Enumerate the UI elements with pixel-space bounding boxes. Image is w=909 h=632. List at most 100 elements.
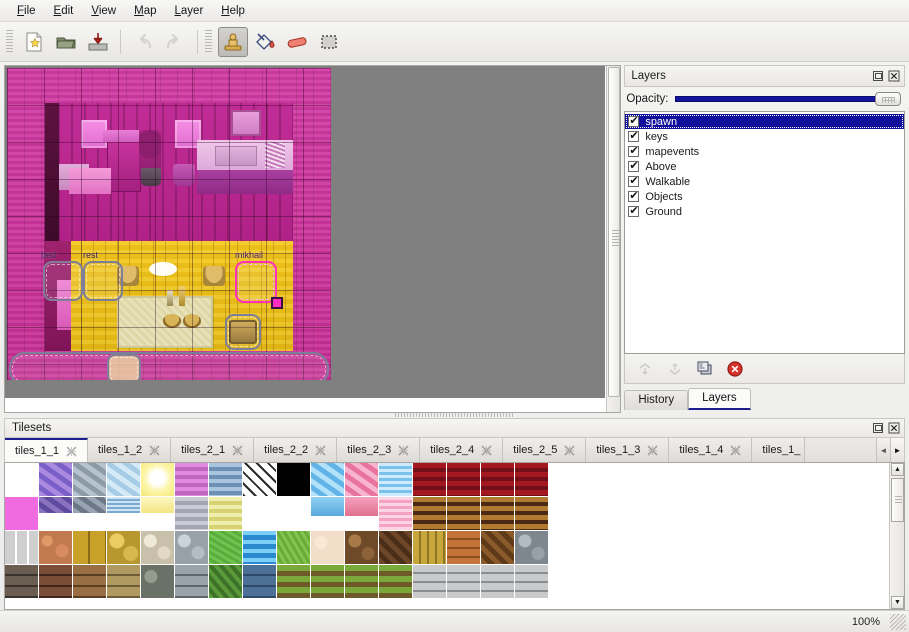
map-object-entrance[interactable]	[107, 354, 141, 380]
layer-opacity-slider[interactable]	[674, 92, 901, 106]
tile[interactable]	[379, 531, 413, 565]
tab-layers[interactable]: Layers	[688, 388, 751, 410]
tile[interactable]	[175, 497, 209, 531]
map-object-bed[interactable]	[43, 261, 83, 301]
close-tab-icon[interactable]	[149, 444, 160, 456]
tileset-tab-tiles_1_2[interactable]: tiles_1_2	[88, 438, 172, 462]
tile[interactable]	[515, 497, 549, 531]
tile[interactable]	[141, 463, 175, 497]
tile[interactable]	[39, 565, 73, 599]
layer-row-mapevents[interactable]: mapevents	[625, 144, 904, 159]
tile[interactable]	[515, 531, 549, 565]
map-object-start[interactable]	[225, 314, 261, 350]
layers-float-button[interactable]	[871, 70, 884, 83]
tile[interactable]	[243, 531, 277, 565]
close-tab-icon[interactable]	[315, 444, 326, 456]
tile[interactable]	[481, 463, 515, 497]
map-object-mikhail[interactable]	[235, 261, 277, 303]
tile[interactable]	[277, 497, 311, 531]
lower-layer-button[interactable]	[665, 359, 685, 379]
close-tab-icon[interactable]	[398, 444, 409, 456]
tile[interactable]	[39, 531, 73, 565]
layer-visibility-checkbox[interactable]	[628, 189, 640, 202]
close-tab-icon[interactable]	[730, 444, 741, 456]
tile[interactable]	[243, 463, 277, 497]
stamp-brush-button[interactable]	[218, 26, 248, 57]
tile[interactable]	[345, 565, 379, 599]
tile[interactable]	[515, 463, 549, 497]
raise-layer-button[interactable]	[635, 359, 655, 379]
layer-visibility-checkbox[interactable]	[628, 114, 640, 127]
tileset-scroll-down-button[interactable]: ▼	[891, 596, 904, 609]
tileset-tab-tiles_1_4[interactable]: tiles_1_4	[669, 438, 753, 462]
tile[interactable]	[413, 565, 447, 599]
tile[interactable]	[39, 497, 73, 514]
tile[interactable]	[73, 531, 107, 565]
tab-history[interactable]: History	[624, 390, 689, 410]
tileset-vertical-scrollbar[interactable]: ▲ ▼	[889, 463, 904, 609]
layer-visibility-checkbox[interactable]	[628, 174, 640, 187]
tileset-tab-tiles_1_1[interactable]: tiles_1_1	[5, 438, 89, 462]
tile[interactable]	[379, 497, 413, 531]
menu-edit[interactable]: Edit	[53, 4, 74, 17]
layer-list[interactable]: spawn keys mapevents Above Walkable	[624, 111, 905, 354]
tile[interactable]	[73, 463, 107, 497]
tile[interactable]	[481, 497, 515, 531]
tile[interactable]	[107, 463, 141, 497]
tileset-tab-tiles_2_2[interactable]: tiles_2_2	[254, 438, 338, 462]
tile[interactable]	[5, 531, 39, 565]
tile[interactable]	[73, 497, 107, 514]
tile[interactable]	[243, 565, 277, 599]
tile[interactable]	[277, 463, 311, 497]
delete-layer-button[interactable]	[725, 359, 745, 379]
tile[interactable]	[481, 531, 515, 565]
tile[interactable]	[5, 497, 39, 531]
save-map-button[interactable]	[83, 27, 113, 57]
tile[interactable]	[141, 531, 175, 565]
close-tab-icon[interactable]	[647, 444, 658, 456]
tile[interactable]	[345, 531, 379, 565]
tile[interactable]	[311, 497, 345, 517]
map-view[interactable]: bed rest mikhail andor:] entr... start	[4, 65, 622, 413]
tile[interactable]	[209, 497, 243, 531]
tileset-tabs-scroll-next[interactable]: ►	[890, 438, 904, 462]
menu-map[interactable]: Map	[134, 4, 157, 17]
tile[interactable]	[379, 463, 413, 497]
menu-layer[interactable]: Layer	[174, 4, 204, 17]
map-object-rest[interactable]	[83, 261, 123, 301]
bucket-fill-button[interactable]	[250, 27, 280, 57]
tile[interactable]	[311, 463, 345, 497]
new-map-button[interactable]	[19, 27, 49, 57]
tile[interactable]	[311, 565, 345, 599]
close-tab-icon[interactable]	[481, 444, 492, 456]
tile[interactable]	[209, 463, 243, 497]
layer-row-above[interactable]: Above	[625, 159, 904, 174]
menu-help[interactable]: Help	[221, 4, 245, 17]
layer-visibility-checkbox[interactable]	[628, 129, 640, 142]
map-vertical-scrollbar[interactable]	[606, 66, 621, 412]
tileset-scrollbar-thumb[interactable]	[891, 478, 904, 522]
tile[interactable]	[209, 531, 243, 565]
opacity-slider-knob[interactable]	[875, 92, 901, 106]
menu-file[interactable]: FFileile	[17, 4, 36, 17]
tile[interactable]	[175, 531, 209, 565]
tile[interactable]	[39, 463, 73, 497]
tile[interactable]	[345, 463, 379, 497]
toolbar-grip[interactable]	[6, 29, 13, 54]
rectangular-select-button[interactable]	[314, 27, 344, 57]
tile[interactable]	[413, 497, 447, 531]
tileset-tab-tiles_1_overflow[interactable]: tiles_1_	[752, 438, 806, 462]
layer-row-keys[interactable]: keys	[625, 129, 904, 144]
tile[interactable]	[141, 497, 175, 514]
map-canvas[interactable]: bed rest mikhail andor:] entr... start	[5, 66, 605, 398]
tileset-grid-view[interactable]: ▲ ▼	[4, 462, 905, 610]
tileset-tile-grid[interactable]	[5, 463, 549, 599]
tile[interactable]	[209, 565, 243, 599]
open-map-button[interactable]	[51, 27, 81, 57]
tile[interactable]	[413, 463, 447, 497]
tile[interactable]	[515, 565, 549, 599]
close-tab-icon[interactable]	[66, 445, 77, 457]
layer-visibility-checkbox[interactable]	[628, 159, 640, 172]
tileset-tab-tiles_2_3[interactable]: tiles_2_3	[337, 438, 421, 462]
layer-row-walkable[interactable]: Walkable	[625, 174, 904, 189]
